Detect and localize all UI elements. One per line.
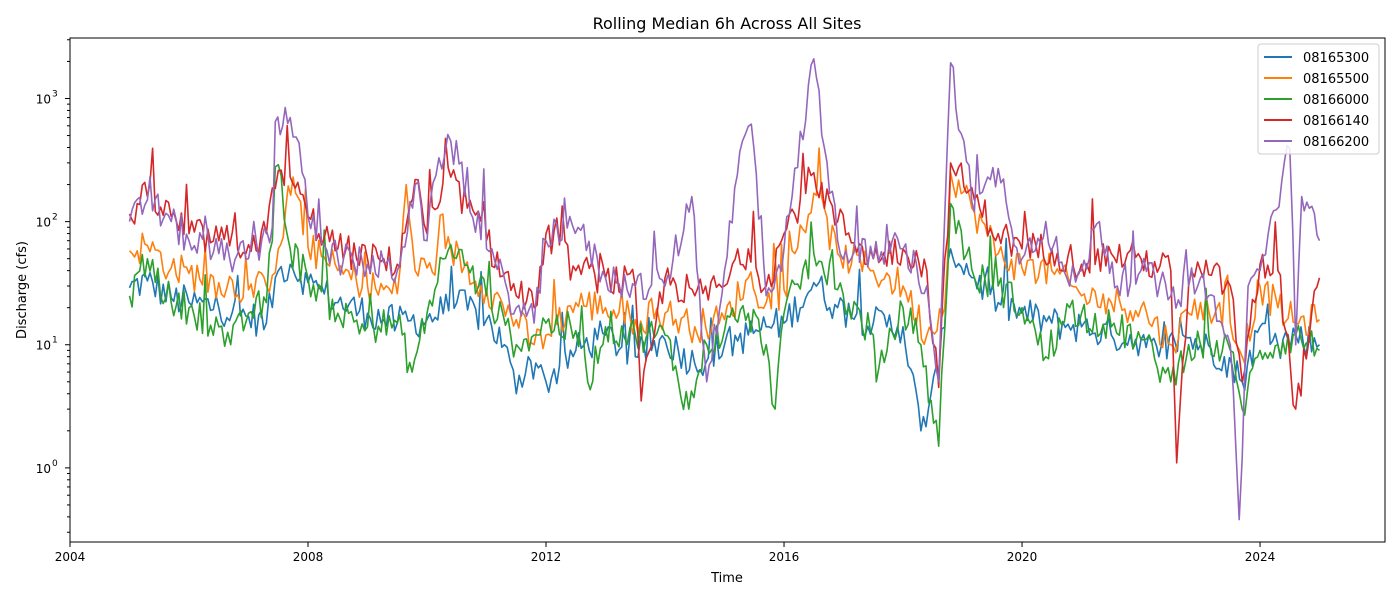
x-tick-label: 2016 [769,550,800,564]
x-axis: 2004 2008 2012 2016 2020 2024 [55,542,1276,564]
legend-box [1257,43,1380,155]
x-tick-label: 2008 [293,550,324,564]
x-tick-label: 2004 [55,550,86,564]
legend-label: 08165500 [1303,72,1369,87]
y-tick-exponent: 0 [52,459,58,469]
x-tick-label: 2020 [1007,550,1038,564]
y-tick-exponent: 1 [52,336,58,346]
legend-label: 08166140 [1303,114,1369,129]
legend-label: 08165300 [1303,51,1369,66]
y-tick-exponent: 3 [52,89,58,99]
series-line-08166200 [128,57,1321,521]
y-tick-label: 10 [36,462,51,476]
x-tick-label: 2012 [531,550,562,564]
legend: 08165300 08165500 08166000 08166140 08166200 [1257,43,1380,155]
series-line-08165500 [128,147,1321,365]
legend-label: 08166200 [1303,135,1369,150]
series-line-08166140 [128,124,1321,464]
chart-title: Rolling Median 6h Across All Sites [593,14,862,33]
legend-label: 08166000 [1303,93,1369,108]
y-tick-exponent: 2 [52,213,58,223]
plot-frame [69,37,1386,543]
series-layer [128,57,1321,521]
y-tick-label: 10 [36,92,51,106]
y-axis-label: Discharge (cfs) [15,241,30,339]
series-line-08166000 [128,163,1320,448]
y-tick-label: 10 [36,216,51,230]
x-tick-label: 2024 [1245,550,1276,564]
y-tick-label: 10 [36,339,51,353]
x-axis-label: Time [710,571,743,586]
